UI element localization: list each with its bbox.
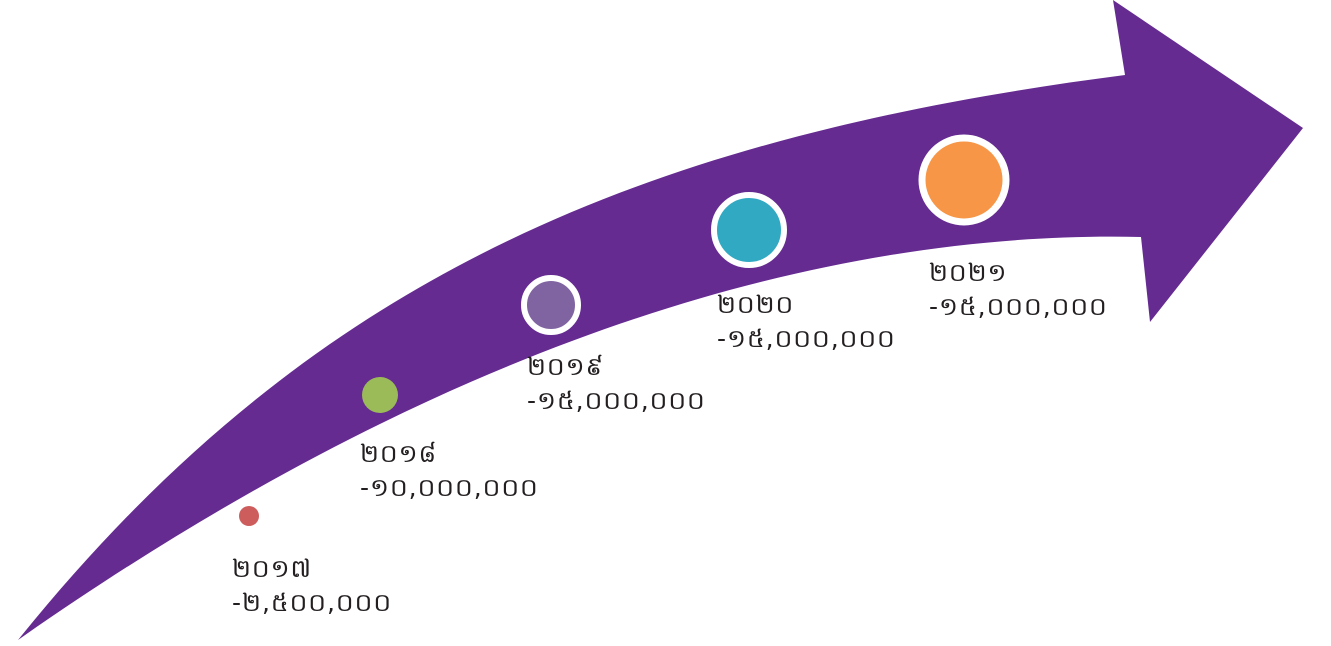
milestone-marker-2019: [521, 275, 581, 335]
milestone-year: ២០២០: [717, 290, 795, 319]
milestone-marker-2021: [918, 134, 1010, 226]
milestone-amount: -២,៥០០,០០០: [232, 588, 393, 617]
milestone-label-2018: ២០១៨ -១០,០០០,០០០: [360, 437, 539, 505]
milestone-marker-2017: [239, 506, 259, 526]
milestone-label-2017: ២០១៧ -២,៥០០,០០០: [232, 552, 392, 620]
milestone-amount: -១៥,០០០,០០០: [717, 324, 896, 353]
milestone-year: ២០១៨: [360, 439, 438, 468]
milestone-marker-2018: [362, 377, 398, 413]
milestone-label-2020: ២០២០ -១៥,០០០,០០០: [717, 288, 896, 356]
milestone-amount: -១៥,០០០,០០០: [527, 386, 706, 415]
milestone-year: ២០២១: [929, 258, 1008, 287]
milestone-amount: -១៥,០០០,០០០: [929, 292, 1108, 321]
milestone-amount: -១០,០០០,០០០: [360, 473, 539, 502]
growth-arrow-shape: [18, 0, 1303, 640]
milestone-marker-2020: [711, 192, 787, 268]
milestone-year: ២០១៧: [232, 554, 313, 583]
milestone-label-2019: ២០១៩ -១៥,០០០,០០០: [527, 350, 706, 418]
milestone-year: ២០១៩: [527, 352, 605, 381]
milestone-label-2021: ២០២១ -១៥,០០០,០០០: [929, 256, 1108, 324]
